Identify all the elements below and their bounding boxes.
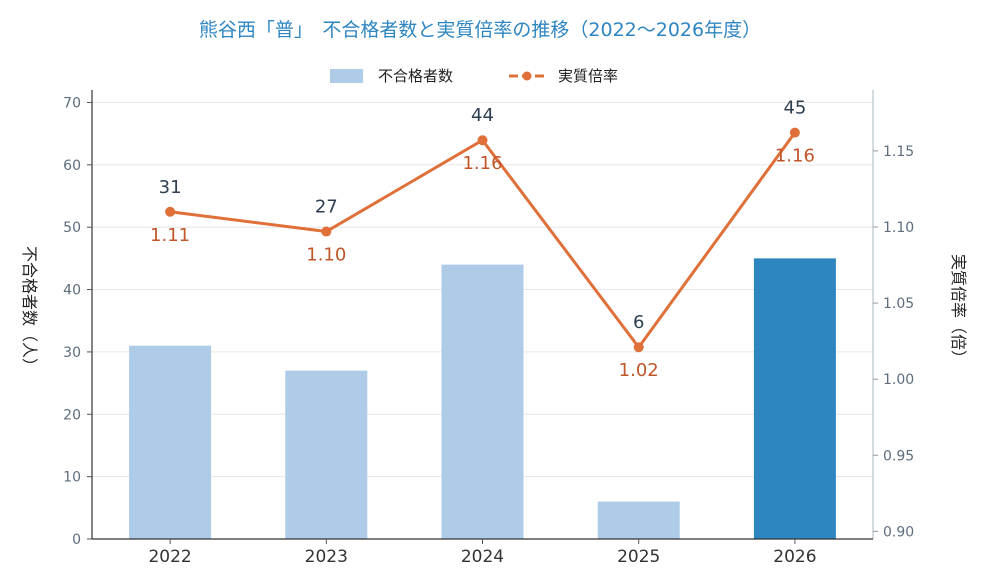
- legend-line-label: 実質倍率: [558, 67, 618, 85]
- line-point: [477, 135, 488, 146]
- left-tick-label: 40: [63, 283, 81, 299]
- right-axis-ticks: 0.90 0.95 1.00 1.05 1.10 1.15: [873, 144, 914, 540]
- line-value-label: 1.02: [619, 360, 659, 381]
- bar-labels: 31 27 44 6 45: [159, 98, 807, 334]
- legend-line-marker: [522, 71, 532, 81]
- left-tick-label: 20: [63, 407, 81, 423]
- right-tick-label: 0.90: [883, 524, 914, 540]
- right-tick-label: 1.10: [883, 220, 914, 236]
- bar-value-label: 27: [315, 197, 338, 218]
- bar-value-label: 44: [471, 105, 494, 126]
- bar: [441, 264, 524, 539]
- line-point: [165, 206, 176, 217]
- bar-value-label: 31: [159, 177, 182, 198]
- right-tick-label: 1.05: [883, 296, 914, 312]
- line-value-label: 1.10: [306, 245, 346, 266]
- line-value-label: 1.16: [775, 146, 815, 167]
- right-tick-label: 0.95: [883, 448, 914, 464]
- bar-value-label: 6: [633, 312, 644, 333]
- x-axis-ticks: 2022 2023 2024 2025 2026: [148, 539, 817, 567]
- x-tick-label: 2025: [617, 547, 660, 567]
- y-axis-label: 不合格者数（人）: [20, 246, 39, 374]
- line-value-label: 1.16: [462, 153, 502, 174]
- bars: [129, 258, 836, 539]
- line-labels: 1.11 1.10 1.16 1.02 1.16: [150, 146, 815, 382]
- bar: [285, 370, 368, 539]
- right-tick-label: 1.15: [883, 144, 914, 160]
- line-value-label: 1.11: [150, 225, 190, 246]
- line-point: [321, 226, 332, 237]
- legend-bar-label: 不合格者数: [378, 67, 453, 85]
- legend-bar-swatch: [330, 69, 363, 83]
- y2-axis-label: 実質倍率（倍）: [949, 254, 968, 366]
- x-tick-label: 2024: [461, 547, 504, 567]
- line-point: [633, 342, 644, 353]
- left-tick-label: 30: [63, 345, 81, 361]
- legend: 不合格者数 実質倍率: [330, 67, 618, 85]
- left-tick-label: 10: [63, 470, 81, 486]
- chart-title: 熊谷西「普」 不合格者数と実質倍率の推移（2022〜2026年度）: [199, 19, 761, 41]
- x-tick-label: 2026: [773, 547, 816, 567]
- bar-value-label: 45: [783, 98, 806, 119]
- left-tick-label: 0: [72, 532, 81, 548]
- right-tick-label: 1.00: [883, 372, 914, 388]
- left-tick-label: 60: [63, 158, 81, 174]
- x-tick-label: 2023: [305, 547, 348, 567]
- left-tick-label: 50: [63, 220, 81, 236]
- bar: [129, 345, 212, 539]
- left-tick-label: 70: [63, 95, 81, 111]
- line-point: [789, 127, 800, 138]
- x-tick-label: 2022: [148, 547, 191, 567]
- left-axis-ticks: 0 10 20 30 40 50 60 70: [63, 95, 92, 548]
- bar: [597, 501, 680, 539]
- line-series: [165, 127, 800, 353]
- bar: [753, 258, 836, 539]
